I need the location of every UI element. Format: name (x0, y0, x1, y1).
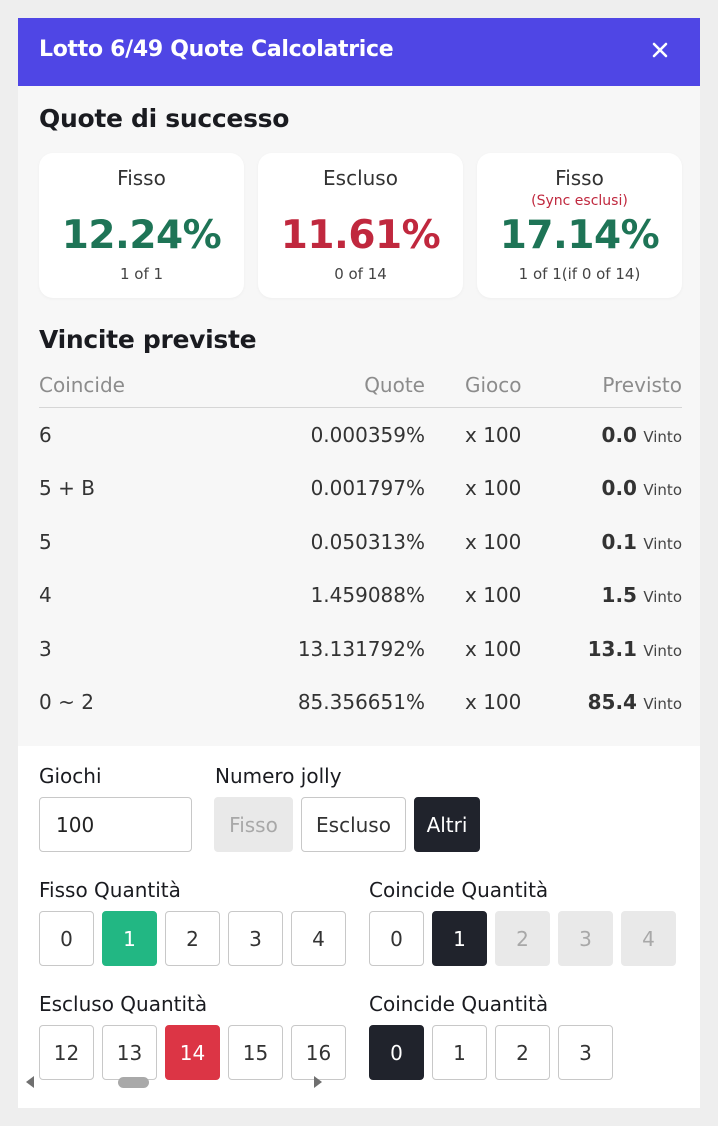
excluded-quantity-option-12[interactable]: 12 (39, 1025, 94, 1080)
card-sublabel: (Sync esclusi) (531, 193, 628, 209)
calculator-panel: Lotto 6/49 Quote Calcolatrice Quote di s… (18, 18, 700, 1108)
row-games: x 100 (465, 423, 522, 447)
row-expected-unit: Vinto (643, 588, 682, 606)
row-expected: 1.5 Vinto (532, 583, 682, 607)
fixed-quantity-option-0[interactable]: 0 (39, 911, 94, 966)
card-label: Escluso (323, 166, 398, 190)
row-match: 3 (39, 637, 52, 661)
fixed-quantity-label: Fisso Quantità (39, 878, 181, 902)
fixed-quantity-option-3[interactable]: 3 (228, 911, 283, 966)
row-match: 6 (39, 423, 52, 447)
row-expected-value: 0.1 (601, 530, 637, 554)
odds-card-fixed-sync: Fisso (Sync esclusi) 17.14% 1 of 1(if 0 … (477, 153, 682, 298)
excluded-quantity-option-16[interactable]: 16 (291, 1025, 346, 1080)
match-quantity-option-2[interactable]: 2 (495, 911, 550, 966)
fixed-quantity-option-4[interactable]: 4 (291, 911, 346, 966)
row-odds: 0.000359% (310, 423, 425, 447)
bonus-option-other[interactable]: Altri (414, 797, 480, 852)
row-expected: 0.0 Vinto (532, 476, 682, 500)
card-label: Fisso (555, 166, 604, 190)
row-odds: 1.459088% (310, 583, 425, 607)
row-expected: 13.1 Vinto (532, 637, 682, 661)
title-bar: Lotto 6/49 Quote Calcolatrice (18, 18, 700, 86)
row-odds: 13.131792% (297, 637, 425, 661)
row-match: 5 + B (39, 476, 95, 500)
row-odds: 0.001797% (310, 476, 425, 500)
match-quantity-option-0[interactable]: 0 (369, 911, 424, 966)
row-match: 4 (39, 583, 52, 607)
row-expected-value: 0.0 (601, 423, 637, 447)
horizontal-scrollbar-thumb[interactable] (118, 1077, 149, 1088)
excluded-quantity-option-14[interactable]: 14 (165, 1025, 220, 1080)
card-count: 1 of 1(if 0 of 14) (518, 265, 641, 283)
scroll-left-arrow-icon[interactable] (26, 1076, 34, 1088)
card-percent: 12.24% (61, 213, 222, 258)
app-title: Lotto 6/49 Quote Calcolatrice (39, 37, 394, 62)
odds-card-excluded: Escluso 11.61% 0 of 14 (258, 153, 463, 298)
bonus-label: Numero jolly (215, 764, 342, 788)
row-games: x 100 (465, 690, 522, 714)
row-expected: 0.1 Vinto (532, 530, 682, 554)
row-match: 0 ~ 2 (39, 690, 94, 714)
odds-section-title: Quote di successo (39, 104, 290, 133)
match-quantity-2-option-2[interactable]: 2 (495, 1025, 550, 1080)
odds-card-fixed: Fisso 12.24% 1 of 1 (39, 153, 244, 298)
row-expected: 0.0 Vinto (532, 423, 682, 447)
row-expected-unit: Vinto (643, 642, 682, 660)
column-header-match: Coincide (39, 373, 125, 397)
row-games: x 100 (465, 530, 522, 554)
column-header-odds: Quote (364, 373, 425, 397)
row-expected-unit: Vinto (643, 428, 682, 446)
column-header-expected: Previsto (602, 373, 682, 397)
fixed-quantity-option-1[interactable]: 1 (102, 911, 157, 966)
row-expected-value: 0.0 (601, 476, 637, 500)
excluded-quantity-option-13[interactable]: 13 (102, 1025, 157, 1080)
row-odds: 0.050313% (310, 530, 425, 554)
match-quantity-2-option-0[interactable]: 0 (369, 1025, 424, 1080)
row-expected: 85.4 Vinto (532, 690, 682, 714)
match-quantity-2-option-1[interactable]: 1 (432, 1025, 487, 1080)
row-odds: 85.356651% (297, 690, 425, 714)
row-expected-unit: Vinto (643, 535, 682, 553)
settings-form: Giochi Numero jolly Fisso Escluso Altri … (18, 746, 700, 1108)
row-expected-value: 13.1 (587, 637, 637, 661)
match-quantity-option-4[interactable]: 4 (621, 911, 676, 966)
row-expected-value: 85.4 (587, 690, 637, 714)
row-match: 5 (39, 530, 52, 554)
row-expected-unit: Vinto (643, 695, 682, 713)
match-quantity-option-3[interactable]: 3 (558, 911, 613, 966)
excluded-quantity-label: Escluso Quantità (39, 992, 208, 1016)
games-input[interactable] (39, 797, 192, 852)
card-percent: 11.61% (280, 213, 441, 258)
scroll-right-arrow-icon[interactable] (314, 1076, 322, 1088)
table-divider (39, 407, 682, 408)
card-label: Fisso (117, 166, 166, 190)
card-count: 1 of 1 (119, 265, 164, 283)
winnings-section-title: Vincite previste (39, 325, 257, 354)
row-expected-value: 1.5 (601, 583, 637, 607)
match-quantity-option-1[interactable]: 1 (432, 911, 487, 966)
fixed-quantity-option-2[interactable]: 2 (165, 911, 220, 966)
excluded-quantity-option-15[interactable]: 15 (228, 1025, 283, 1080)
close-icon[interactable] (648, 38, 672, 62)
row-games: x 100 (465, 637, 522, 661)
match-quantity-2-option-3[interactable]: 3 (558, 1025, 613, 1080)
row-games: x 100 (465, 476, 522, 500)
card-count: 0 of 14 (334, 265, 387, 283)
match-quantity-label: Coincide Quantità (369, 878, 549, 902)
card-percent: 17.14% (499, 213, 660, 258)
match-quantity-label-2: Coincide Quantità (369, 992, 549, 1016)
games-label: Giochi (39, 764, 102, 788)
bonus-option-excluded[interactable]: Escluso (301, 797, 406, 852)
row-games: x 100 (465, 583, 522, 607)
column-header-games: Gioco (465, 373, 522, 397)
bonus-option-fixed[interactable]: Fisso (214, 797, 293, 852)
row-expected-unit: Vinto (643, 481, 682, 499)
